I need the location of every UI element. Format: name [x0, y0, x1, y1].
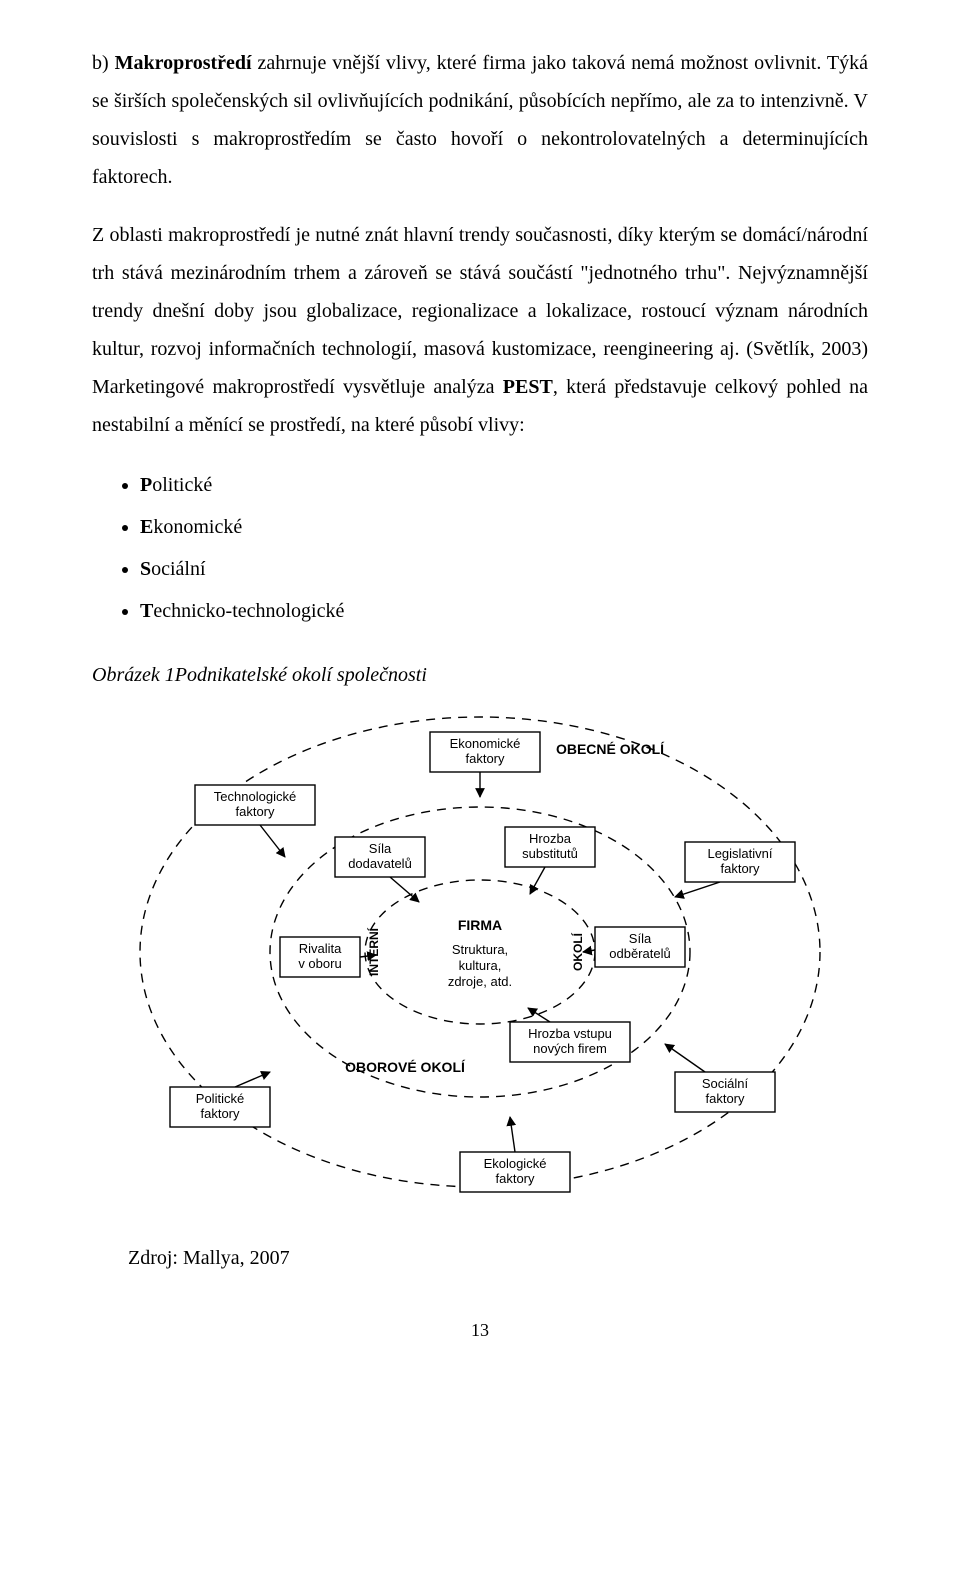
paragraph-pest: Z oblasti makroprostředí je nutné znát h…: [92, 216, 868, 444]
label-firma: FIRMA: [458, 917, 502, 933]
pest-bullet-item: Ekonomické: [140, 506, 868, 548]
factor-node-text: faktory: [235, 804, 275, 819]
figure-caption: Obrázek 1Podnikatelské okolí společnosti: [92, 656, 868, 694]
business-environment-diagram: OBECNÉ OKOLÍ OBOROVÉ OKOLÍ FIRMA Struktura,…: [130, 702, 830, 1202]
factor-node-text: Ekonomické: [450, 736, 521, 751]
caption-lead: Obrázek 1: [92, 664, 175, 686]
label-firma-detail: zdroje, atd.: [448, 974, 512, 989]
pest-bullet-item: Technicko-technologické: [140, 590, 868, 632]
arrow: [390, 877, 419, 902]
arrow: [665, 1044, 705, 1072]
pest-bullet-item: Politické: [140, 464, 868, 506]
factor-node-text: dodavatelů: [348, 856, 412, 871]
paragraph-makroprostredi: b) Makroprostředí zahrnuje vnější vlivy,…: [92, 44, 868, 196]
pest-bullet-rest: echnicko-technologické: [153, 600, 344, 622]
figure-source: Zdroj: Mallya, 2007: [92, 1239, 868, 1277]
pest-bullet-lead: T: [140, 600, 153, 622]
vertical-label: OKOLÍ: [570, 932, 585, 971]
vertical-label: INTERNÍ: [366, 927, 381, 976]
arrow: [260, 825, 285, 857]
label-obecne-okoli: OBECNÉ OKOLÍ: [556, 741, 665, 757]
pest-bullet-list: PolitickéEkonomickéSociálníTechnicko-tec…: [92, 464, 868, 632]
factor-node-text: Hrozba vstupu: [528, 1026, 612, 1041]
pest-bullet-lead: S: [140, 558, 151, 580]
factor-node-text: Ekologické: [484, 1156, 547, 1171]
factor-node-text: Politické: [196, 1091, 244, 1106]
pest-bullet-rest: ociální: [151, 558, 205, 580]
arrow: [675, 882, 720, 897]
factor-node-text: faktory: [200, 1106, 240, 1121]
label-oborove-okoli: OBOROVÉ OKOLÍ: [345, 1059, 466, 1075]
factor-node-text: faktory: [495, 1171, 535, 1186]
factor-node-text: Hrozba: [529, 831, 572, 846]
item-label-b: b): [92, 52, 115, 74]
page-number: 13: [92, 1313, 868, 1347]
factor-node-text: substitutů: [522, 846, 578, 861]
label-firma-detail: Struktura,: [452, 942, 508, 957]
factor-node-text: Rivalita: [299, 941, 342, 956]
factor-node-text: v oboru: [298, 956, 341, 971]
arrow: [235, 1072, 270, 1087]
factor-node-text: Sociální: [702, 1076, 749, 1091]
factor-node-text: odběratelů: [609, 946, 670, 961]
factor-node-text: Technologické: [214, 789, 296, 804]
factor-node-text: Síla: [369, 841, 392, 856]
pest-bullet-lead: P: [140, 474, 152, 496]
factor-node-text: nových firem: [533, 1041, 607, 1056]
factor-node-text: faktory: [705, 1091, 745, 1106]
page: b) Makroprostředí zahrnuje vnější vlivy,…: [0, 0, 960, 1371]
label-firma-detail: kultura,: [459, 958, 502, 973]
arrow: [510, 1117, 515, 1152]
term-pest: PEST: [503, 376, 553, 398]
pest-bullet-rest: olitické: [152, 474, 212, 496]
para1-a: Z oblasti makroprostředí je nutné znát h…: [92, 224, 868, 398]
factor-node-text: Legislativní: [707, 846, 772, 861]
pest-bullet-item: Sociální: [140, 548, 868, 590]
term-makroprostredi: Makroprostředí: [115, 52, 252, 74]
caption-rest: Podnikatelské okolí společnosti: [175, 664, 427, 686]
pest-bullet-lead: E: [140, 516, 153, 538]
factor-node-text: faktory: [720, 861, 760, 876]
factor-node-text: Síla: [629, 931, 652, 946]
pest-bullet-rest: konomické: [153, 516, 242, 538]
diagram-container: OBECNÉ OKOLÍ OBOROVÉ OKOLÍ FIRMA Struktura,…: [92, 702, 868, 1215]
factor-node-text: faktory: [465, 751, 505, 766]
